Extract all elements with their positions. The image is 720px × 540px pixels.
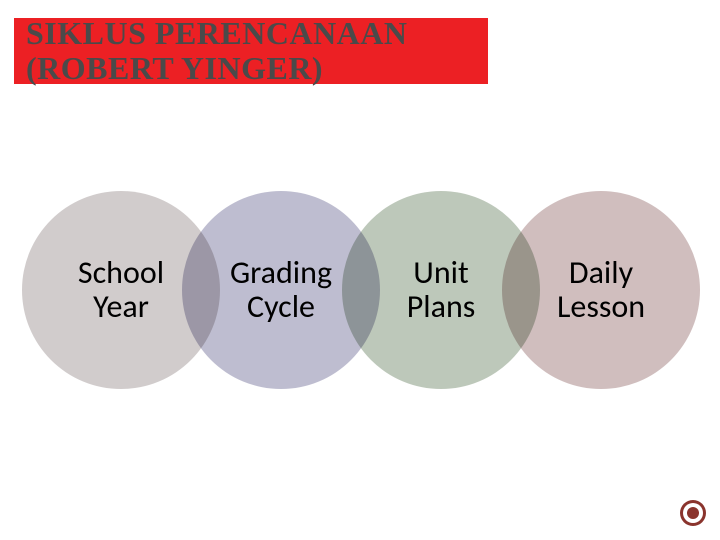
cycle-label: Daily Lesson bbox=[557, 256, 645, 323]
corner-badge-icon bbox=[680, 500, 706, 526]
page-title: SIKLUS PERENCANAAN (ROBERT YINGER) bbox=[26, 16, 476, 86]
circle-diagram: School Year Grading Cycle Unit Plans Daily … bbox=[22, 190, 702, 390]
title-bar: SIKLUS PERENCANAAN (ROBERT YINGER) bbox=[14, 18, 488, 84]
cycle-label: School Year bbox=[78, 256, 164, 323]
cycle-label: Grading Cycle bbox=[230, 256, 332, 323]
cycle-label-holder: Daily Lesson bbox=[502, 191, 700, 389]
cycle-label: Unit Plans bbox=[407, 256, 476, 323]
